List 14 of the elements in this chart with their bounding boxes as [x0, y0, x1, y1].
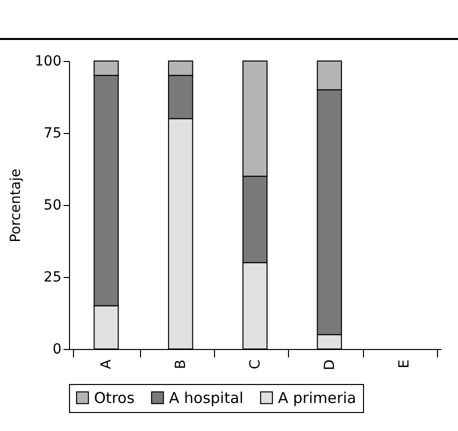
legend-label: Otros — [94, 388, 135, 407]
y-tick-label: 0 — [52, 342, 62, 358]
y-tick-label: 100 — [34, 54, 62, 70]
y-axis-title: Porcentaje — [8, 168, 24, 242]
x-tick-label: C — [248, 359, 264, 370]
legend-label: A primeria — [278, 388, 356, 407]
x-tick-label: D — [322, 360, 338, 370]
x-tick-label: E — [396, 360, 412, 368]
y-tick-label: 50 — [44, 198, 62, 214]
y-tick-label: 25 — [44, 270, 62, 286]
x-tick-label: B — [173, 360, 190, 370]
legend-label: A hospital — [169, 388, 244, 407]
x-tick-label: A — [98, 359, 115, 370]
y-tick-label: 75 — [44, 126, 62, 142]
